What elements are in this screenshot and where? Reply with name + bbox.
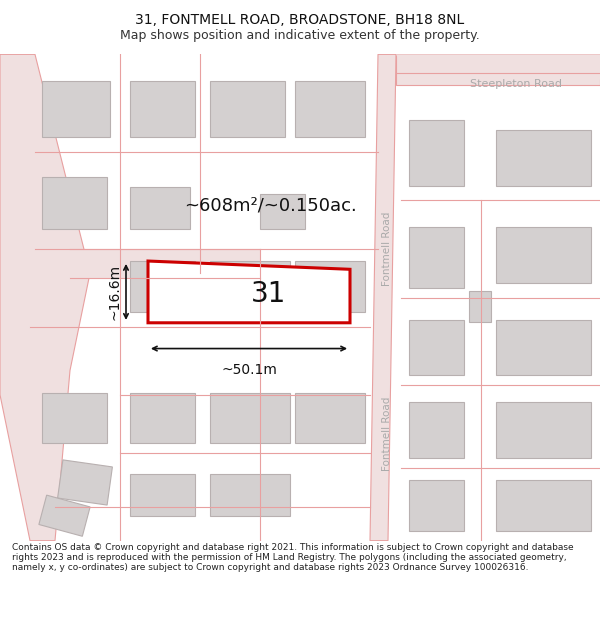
Polygon shape <box>396 54 600 80</box>
Bar <box>496 130 591 186</box>
Bar <box>39 495 90 536</box>
Bar <box>58 460 112 505</box>
Bar <box>295 81 365 137</box>
Bar <box>130 392 195 443</box>
Bar <box>295 261 365 312</box>
Text: Fontmell Road: Fontmell Road <box>382 396 392 471</box>
Text: Contains OS data © Crown copyright and database right 2021. This information is : Contains OS data © Crown copyright and d… <box>12 542 574 572</box>
Bar <box>42 392 107 443</box>
Bar <box>42 177 107 229</box>
Text: ~50.1m: ~50.1m <box>221 362 277 377</box>
Bar <box>260 194 305 229</box>
Bar <box>130 187 190 229</box>
Bar <box>496 319 591 375</box>
Polygon shape <box>370 54 396 541</box>
Text: ~16.6m: ~16.6m <box>107 264 121 320</box>
Bar <box>496 228 591 283</box>
Bar <box>210 474 290 516</box>
Bar <box>130 261 195 312</box>
Polygon shape <box>70 249 260 278</box>
Polygon shape <box>0 54 90 541</box>
Bar <box>409 120 464 186</box>
Bar <box>409 227 464 288</box>
Bar <box>130 474 195 516</box>
Bar <box>130 81 195 137</box>
Polygon shape <box>148 261 350 322</box>
Bar <box>210 261 290 312</box>
Bar <box>42 81 110 137</box>
Bar <box>469 291 491 322</box>
Bar <box>409 319 464 375</box>
Text: Fontmell Road: Fontmell Road <box>382 212 392 286</box>
Polygon shape <box>396 54 600 85</box>
Text: ~608m²/~0.150ac.: ~608m²/~0.150ac. <box>184 196 356 214</box>
Text: Steepleton Road: Steepleton Road <box>470 79 562 89</box>
Bar <box>409 402 464 458</box>
Text: 31: 31 <box>251 280 287 308</box>
Bar <box>210 392 290 443</box>
Bar <box>496 480 591 531</box>
Text: Map shows position and indicative extent of the property.: Map shows position and indicative extent… <box>120 29 480 42</box>
Bar <box>496 402 591 458</box>
Bar <box>210 81 285 137</box>
Text: 31, FONTMELL ROAD, BROADSTONE, BH18 8NL: 31, FONTMELL ROAD, BROADSTONE, BH18 8NL <box>136 13 464 27</box>
Bar <box>295 392 365 443</box>
Bar <box>409 480 464 531</box>
